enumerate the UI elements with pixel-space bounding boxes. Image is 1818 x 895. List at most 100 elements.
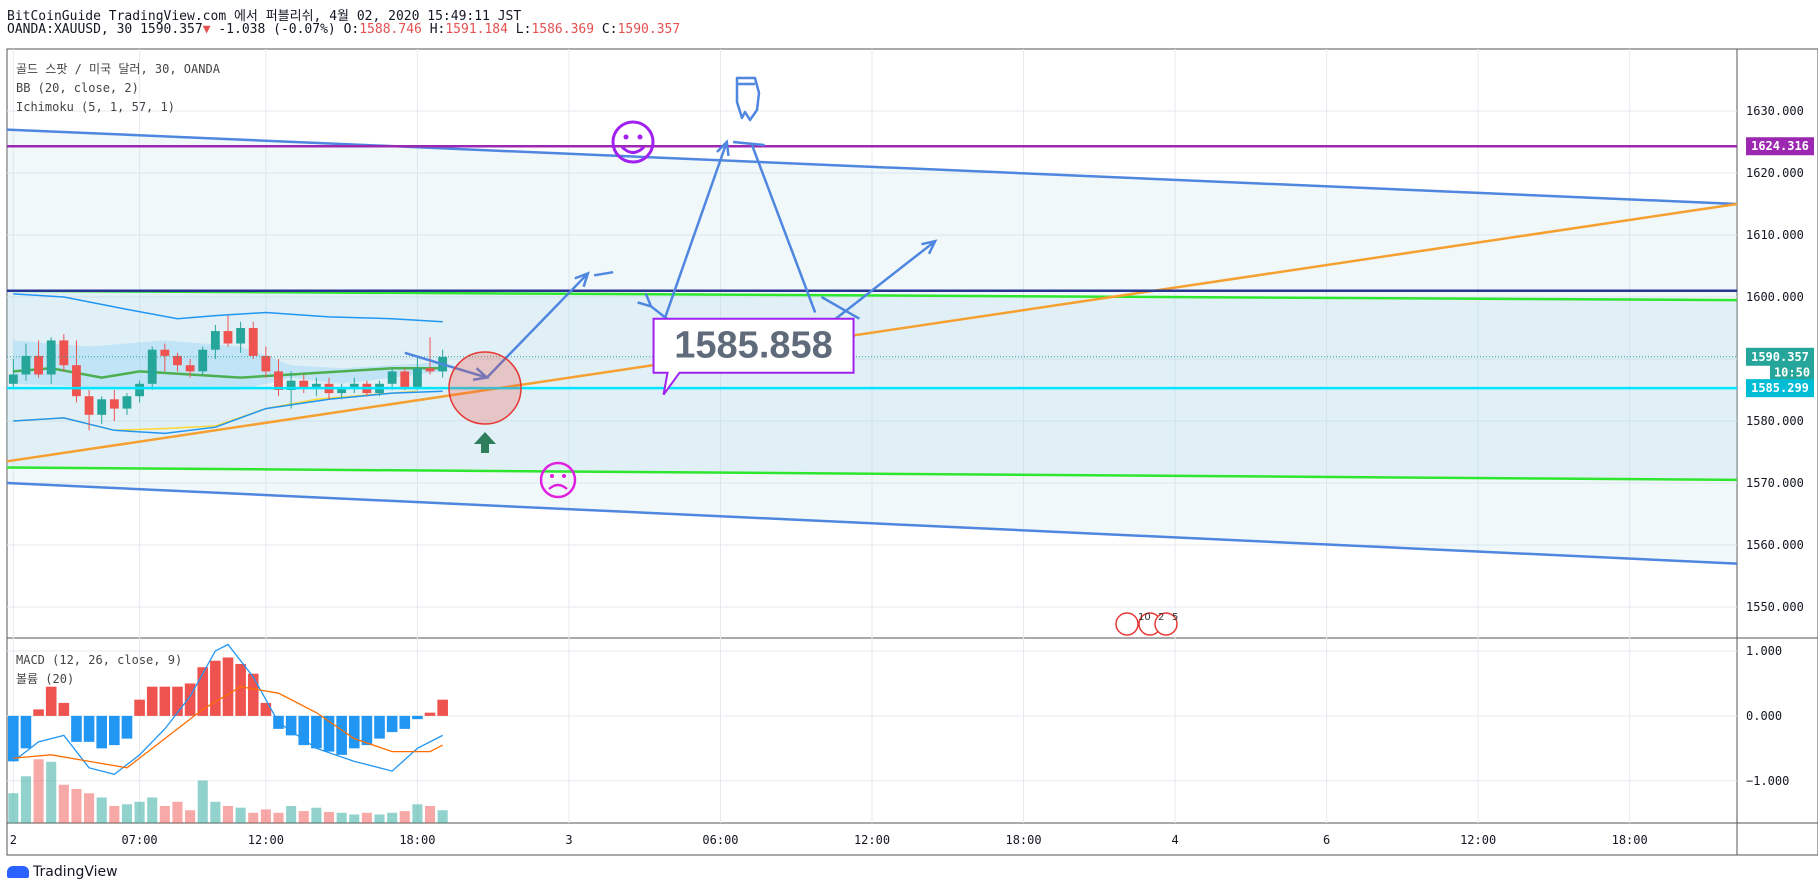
macd-histogram-bar xyxy=(311,715,322,749)
svg-text:2: 2 xyxy=(1158,612,1164,623)
volume-bar xyxy=(185,810,196,823)
forecast-arrow-segment xyxy=(404,351,488,379)
tradingview-logo-icon xyxy=(7,866,29,878)
price-badge-label: 1590.357 xyxy=(1751,350,1809,364)
trend-line xyxy=(6,128,1738,206)
macd-histogram-bar xyxy=(298,715,310,746)
candle-body xyxy=(261,355,271,372)
volume-bar xyxy=(412,804,423,823)
macd-histogram-bar xyxy=(184,683,196,716)
svg-text:5: 5 xyxy=(1172,612,1178,623)
svg-text:10: 10 xyxy=(1138,612,1151,623)
volume-bar xyxy=(159,806,170,823)
symbol-quote-line: OANDA:XAUUSD, 30 1590.357▼ -1.038 (-0.07… xyxy=(7,22,681,37)
candle-body xyxy=(59,340,69,366)
circle-marker xyxy=(448,351,522,425)
symbol-label: OANDA:XAUUSD, 30 xyxy=(7,22,133,37)
macd-histogram-bar xyxy=(58,702,70,716)
time-tick-label: 18:00 xyxy=(1005,833,1041,847)
tradingview-brand[interactable]: TradingView xyxy=(7,864,118,880)
macd-histogram-bar xyxy=(121,715,133,739)
candle-body xyxy=(349,383,359,387)
price-tick-label: 1550.000 xyxy=(1746,600,1804,614)
brand-label: TradingView xyxy=(33,864,118,880)
legend-title: 골드 스팟 / 미국 달러, 30, OANDA xyxy=(16,62,221,76)
price-tick-label: 1600.000 xyxy=(1746,290,1804,304)
volume-bar xyxy=(298,811,309,823)
volume-bar xyxy=(349,814,360,823)
price-tick-label: 1570.000 xyxy=(1746,476,1804,490)
volume-bar xyxy=(311,807,322,823)
low-value: 1586.369 xyxy=(531,22,595,37)
candle-body xyxy=(173,355,182,366)
price-tick-label: 1580.000 xyxy=(1746,414,1804,428)
down-arrow-icon: ▼ xyxy=(202,22,211,37)
volume-bar xyxy=(8,793,19,823)
volume-bar xyxy=(109,806,120,823)
forecast-arrowhead xyxy=(716,139,730,157)
trend-line xyxy=(6,481,1738,565)
up-arrow-icon xyxy=(474,432,496,453)
legend-ichimoku: Ichimoku (5, 1, 57, 1) xyxy=(16,100,175,114)
candle-body xyxy=(248,328,258,356)
price-badge xyxy=(1746,379,1814,398)
macd-histogram-bar xyxy=(45,686,57,716)
macd-histogram-bar xyxy=(399,715,411,729)
time-tick-label: 12:00 xyxy=(854,833,890,847)
volume-bar xyxy=(147,797,158,823)
macd-histogram-bar xyxy=(33,709,44,716)
volume-bar xyxy=(387,812,398,823)
candle-body xyxy=(160,349,170,356)
channel-fill xyxy=(7,129,1737,564)
range-fill xyxy=(7,290,1737,480)
candle-body xyxy=(72,365,81,397)
macd-histogram-bar xyxy=(374,715,385,739)
forecast-arrow-segment xyxy=(662,141,728,323)
volume-bar xyxy=(260,809,271,823)
candle-body xyxy=(198,349,208,372)
time-tick-label: 12:00 xyxy=(248,833,284,847)
candle-body xyxy=(274,371,283,390)
macd-histogram-bar xyxy=(361,715,373,746)
time-tick-label: 18:00 xyxy=(399,833,435,847)
volume-bar xyxy=(33,759,44,823)
candle-body xyxy=(425,368,435,372)
price-badge-label: 10:50 xyxy=(1774,366,1810,380)
macd-histogram-bar xyxy=(285,715,297,736)
trend-line xyxy=(6,202,1738,463)
price-tick-label: 1630.000 xyxy=(1746,104,1804,118)
candle-body xyxy=(311,383,321,387)
candle-body xyxy=(400,371,410,387)
price-badge xyxy=(1770,363,1814,382)
price-tick-label: 1560.000 xyxy=(1746,538,1804,552)
macd-histogram-bar xyxy=(323,715,335,752)
volume-bar xyxy=(46,761,57,823)
price-badge xyxy=(1746,137,1814,156)
high-value: 1591.184 xyxy=(445,22,508,37)
macd-histogram-bar xyxy=(20,715,32,749)
volume-bar xyxy=(437,810,448,823)
volume-bar xyxy=(286,806,297,823)
volume-bar xyxy=(134,801,145,823)
time-tick-label: 12:00 xyxy=(1460,833,1496,847)
volume-bar xyxy=(197,780,208,823)
price-badge-label: 1624.316 xyxy=(1751,139,1809,153)
volume-bar xyxy=(336,812,347,823)
candle-body xyxy=(185,365,195,372)
publish-info: BitCoinGuide TradingView.com 에서 퍼블리쉬, 4월… xyxy=(7,9,522,24)
price-tick-label: 1620.000 xyxy=(1746,166,1804,180)
trend-line xyxy=(6,289,1738,302)
candle-body xyxy=(147,349,157,384)
volume-bar xyxy=(399,811,410,823)
macd-histogram-bar xyxy=(159,686,171,716)
volume-bar xyxy=(374,814,385,823)
candle-body xyxy=(299,380,309,387)
volume-bar xyxy=(248,812,259,823)
volume-bar xyxy=(121,804,133,823)
pointing-hand-icon xyxy=(735,76,761,122)
macd-histogram-bar xyxy=(260,702,272,716)
bb-upper-line xyxy=(13,293,443,323)
candle-body xyxy=(210,331,220,350)
